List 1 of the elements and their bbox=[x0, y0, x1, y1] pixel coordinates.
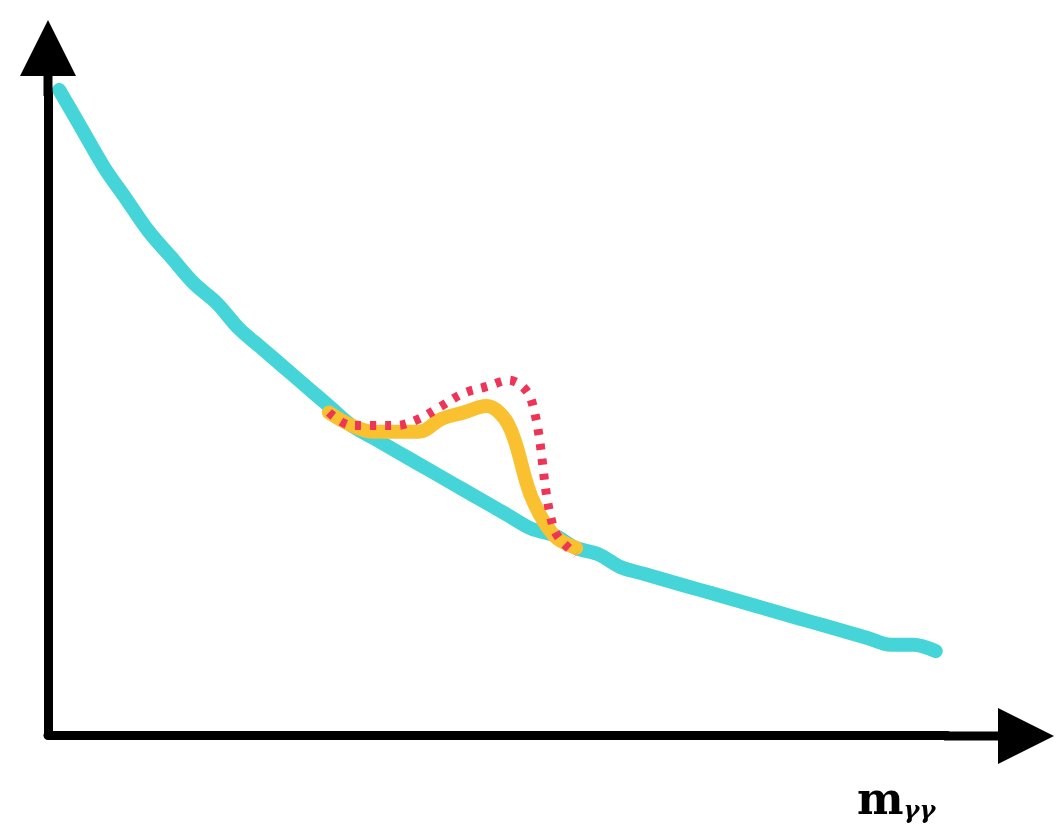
x-axis-title: mγγ bbox=[857, 772, 937, 824]
